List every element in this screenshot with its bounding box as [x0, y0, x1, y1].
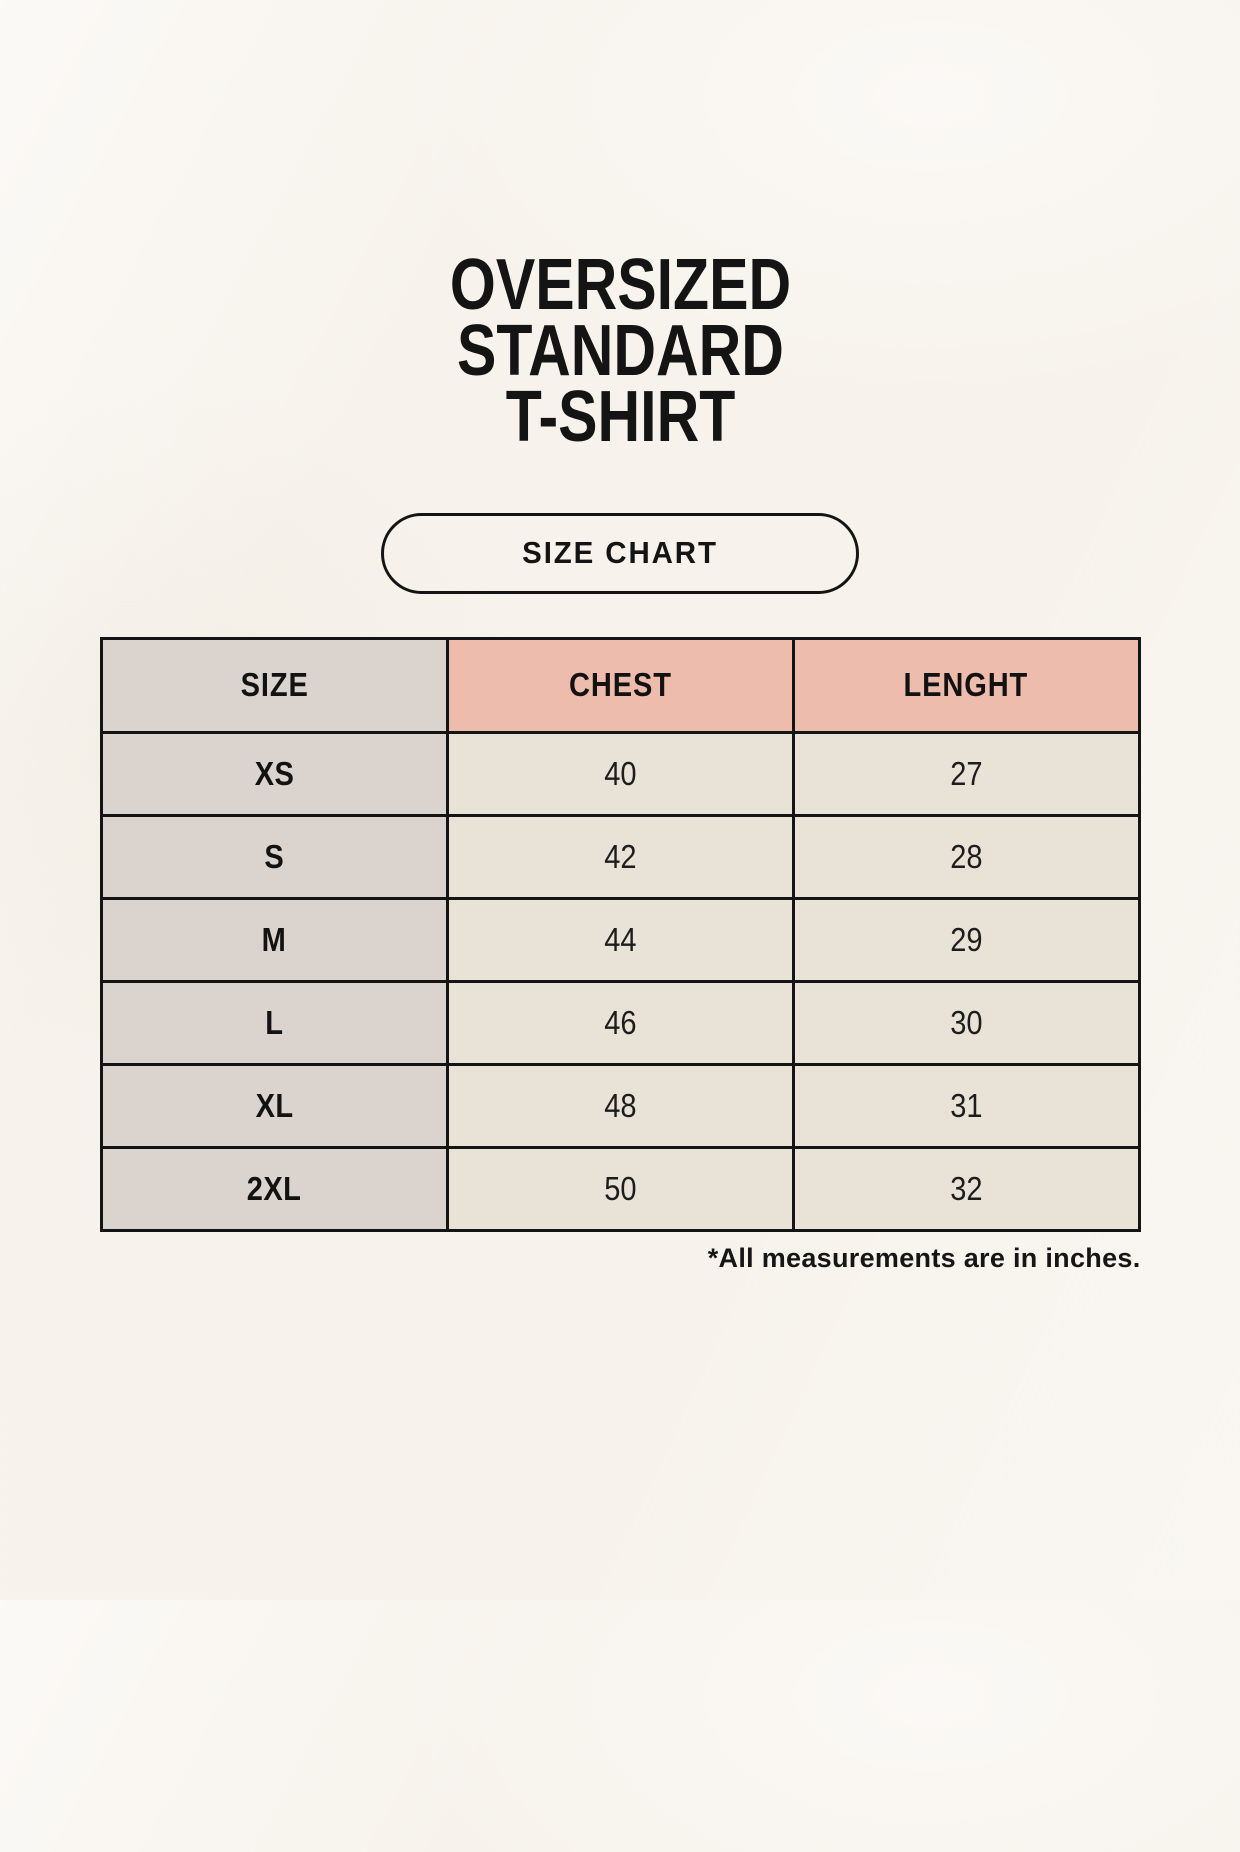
title-line-3: T-SHIRT	[505, 377, 735, 458]
page-background: { "page": { "background_color": "#f7f3ec…	[0, 245, 1240, 1852]
table-row: M 44 29	[99, 896, 1141, 983]
table-row: XL 48 31	[99, 1062, 1141, 1149]
size-chart-table: SIZE CHEST LENGHT XS 40 27 S 42 28 M 44 …	[99, 636, 1141, 1232]
table-row: L 46 30	[99, 979, 1141, 1066]
measurements-footnote: *All measurements are in inches.	[707, 1242, 1141, 1273]
size-chart-button[interactable]: SIZE CHART	[381, 512, 859, 594]
chest-cell: 46	[446, 979, 795, 1066]
length-cell: 32	[791, 1145, 1141, 1232]
title-line-1: OVERSIZED	[449, 245, 791, 325]
size-cell: XS	[99, 730, 450, 817]
length-cell: 31	[791, 1062, 1141, 1149]
chest-cell: 40	[446, 730, 795, 817]
page-title: OVERSIZED STANDARD T-SHIRT	[100, 245, 1141, 458]
chest-cell: 44	[446, 896, 795, 983]
size-cell: S	[99, 813, 450, 900]
table-row: S 42 28	[99, 813, 1141, 900]
length-cell: 29	[791, 896, 1141, 983]
title-line-2: STANDARD	[456, 311, 784, 392]
header-cell-length: LENGHT	[791, 636, 1141, 734]
length-cell: 27	[791, 730, 1141, 817]
size-cell: M	[99, 896, 450, 983]
size-chart-button-wrap: SIZE CHART	[100, 512, 1141, 594]
size-cell: 2XL	[99, 1145, 450, 1232]
length-cell: 30	[791, 979, 1141, 1066]
table-row: XS 40 27	[99, 730, 1141, 817]
header-cell-chest: CHEST	[446, 636, 795, 734]
header-cell-size: SIZE	[99, 636, 450, 734]
chest-cell: 42	[446, 813, 795, 900]
size-cell: XL	[99, 1062, 450, 1149]
chest-cell: 48	[446, 1062, 795, 1149]
length-cell: 28	[791, 813, 1141, 900]
size-cell: L	[99, 979, 450, 1066]
content-container: OVERSIZED STANDARD T-SHIRT SIZE CHART SI…	[99, 245, 1141, 1274]
table-header-row: SIZE CHEST LENGHT	[99, 636, 1141, 734]
chest-cell: 50	[446, 1145, 795, 1232]
size-chart-button-label: SIZE CHART	[522, 535, 718, 571]
table-row: 2XL 50 32	[99, 1145, 1141, 1232]
